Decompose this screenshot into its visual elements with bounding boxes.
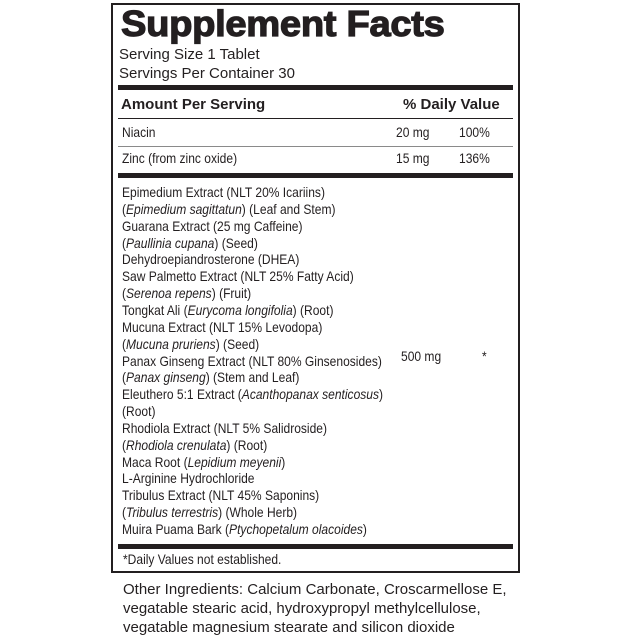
ingredient-text: ) [379,386,384,403]
ingredient-line: (Rhodiola crenulata) (Root) [122,437,291,454]
ingredient-text: ( [122,436,127,453]
ingredient-text: ) [281,453,286,470]
divider [118,118,513,119]
ingredient-text: ) (Root) [226,436,268,453]
thick-divider [118,173,513,178]
ingredient-line: Tongkat Ali (Eurycoma longifolia) (Root) [122,302,368,319]
ingredient-text: Tribulus Extract (NLT 45% Saponins) [122,487,320,504]
botanical-name: Acanthopanax senticosus [241,386,380,403]
botanical-name: Lepidium meyenii [187,453,282,470]
other-ingredients: Other Ingredients: Calcium Carbonate, Cr… [123,581,507,636]
botanical-name: Paullinia cupana [126,234,215,251]
botanical-name: Panax ginseng [126,369,206,386]
ingredient-line: (Serenoa repens) (Fruit) [122,285,272,302]
botanical-name: Mucuna pruriens [126,335,216,352]
ingredient-text: Maca Root ( [122,453,188,470]
nutrient-amount: 20 mg [396,124,430,140]
ingredient-line: (Paullinia cupana) (Seed) [122,235,280,252]
ingredient-text: Guarana Extract (25 mg Caffeine) [122,217,303,234]
ingredient-line: Saw Palmetto Extract (NLT 25% Fatty Acid… [122,268,391,285]
nutrient-row-niacin: Niacin [122,124,161,140]
ingredient-text: ) (Seed) [215,335,260,352]
ingredient-text: ( [122,504,127,521]
ingredient-line: (Tribulus terrestris) (Whole Herb) [122,504,326,521]
ingredient-text: (Root) [122,403,156,420]
ingredient-text: Saw Palmetto Extract (NLT 25% Fatty Acid… [122,268,354,285]
ingredient-text: Epimedium Extract (NLT 20% Icariins) [122,184,325,200]
ingredient-line: Panax Ginseng Extract (NLT 80% Ginsenosi… [122,353,424,370]
botanical-name: Rhodiola crenulata [126,436,227,453]
ingredient-text: ( [122,234,127,251]
footnote: *Daily Values not established. [123,551,282,567]
ingredient-line: (Panax ginseng) (Stem and Leaf) [122,369,328,386]
ingredient-text: ) (Whole Herb) [218,504,298,521]
amount-per-serving-header: Amount Per Serving [121,96,266,113]
ingredient-line: Eleuthero 5:1 Extract (Acanthopanax sent… [122,386,426,403]
ingredient-text: Panax Ginseng Extract (NLT 80% Ginsenosi… [122,352,382,369]
botanical-name: Ptychopetalum olacoides [229,521,363,537]
ingredient-text: ) [362,521,367,537]
botanical-name: Serenoa repens [126,285,212,302]
nutrient-amount: 15 mg [396,150,430,166]
serving-size: Serving Size 1 Tablet [119,46,260,63]
ingredient-text: Muira Puama Bark ( [122,521,230,537]
ingredient-line: Dehydroepiandrosterone (DHEA) [122,251,328,268]
blend-amount: 500 mg [401,348,442,364]
ingredient-text: Eleuthero 5:1 Extract ( [122,386,242,403]
nutrient-dv: 136% [459,150,490,166]
botanical-name: Tribulus terrestris [126,504,219,521]
thick-divider [118,544,513,549]
botanical-name: Epimedium sagittatun [126,200,242,217]
ingredient-text: Mucuna Extract (NLT 15% Levodopa) [122,318,323,335]
nutrient-dv: 100% [459,124,490,140]
blend-dv: * [482,348,487,364]
supplement-facts-panel: Supplement Facts Serving Size 1 Tablet S… [111,2,520,573]
ingredient-text: ) (Leaf and Stem) [241,200,336,217]
ingredient-line: L-Arginine Hydrochloride [122,470,276,487]
ingredient-line: Epimedium Extract (NLT 20% Icariins) [122,184,358,201]
panel-title: Supplement Facts [120,2,445,44]
ingredient-text: Rhodiola Extract (NLT 5% Salidroside) [122,419,328,436]
ingredient-line: Mucuna Extract (NLT 15% Levodopa) [122,319,355,336]
divider [118,146,513,147]
ingredient-text: L-Arginine Hydrochloride [122,470,255,487]
ingredient-line: Maca Root (Lepidium meyenii) [122,454,312,471]
ingredient-text: ( [122,335,127,352]
ingredient-text: ) (Root) [292,301,334,318]
ingredient-line: (Root) [122,403,161,420]
nutrient-name: Niacin [122,124,156,140]
nutrient-name: Zinc (from zinc oxide) [122,150,238,166]
ingredient-text: ) (Seed) [214,234,258,251]
ingredient-text: ( [122,285,127,302]
ingredient-text: ( [122,369,127,386]
daily-value-header: % Daily Value [403,96,500,113]
nutrient-row-zinc: Zinc (from zinc oxide) [122,150,256,166]
botanical-name: Eurycoma longifolia [187,301,293,318]
ingredient-line: Tribulus Extract (NLT 45% Saponins) [122,487,351,504]
ingredient-line: Muira Puama Bark (Ptychopetalum olacoide… [122,521,407,538]
ingredient-text: ( [122,200,127,217]
ingredient-text: ) (Fruit) [211,285,252,302]
thick-divider [118,85,513,90]
ingredient-line: Guarana Extract (25 mg Caffeine) [122,218,332,235]
ingredient-line: Rhodiola Extract (NLT 5% Salidroside) [122,420,360,437]
ingredient-line: (Mucuna pruriens) (Seed) [122,336,282,353]
ingredient-text: Dehydroepiandrosterone (DHEA) [122,251,300,268]
ingredient-text: Tongkat Ali ( [122,301,188,318]
ingredient-line: (Epimedium sagittatun) (Leaf and Stem) [122,201,370,218]
ingredient-text: ) (Stem and Leaf) [205,369,300,386]
servings-per-container: Servings Per Container 30 [119,65,295,82]
